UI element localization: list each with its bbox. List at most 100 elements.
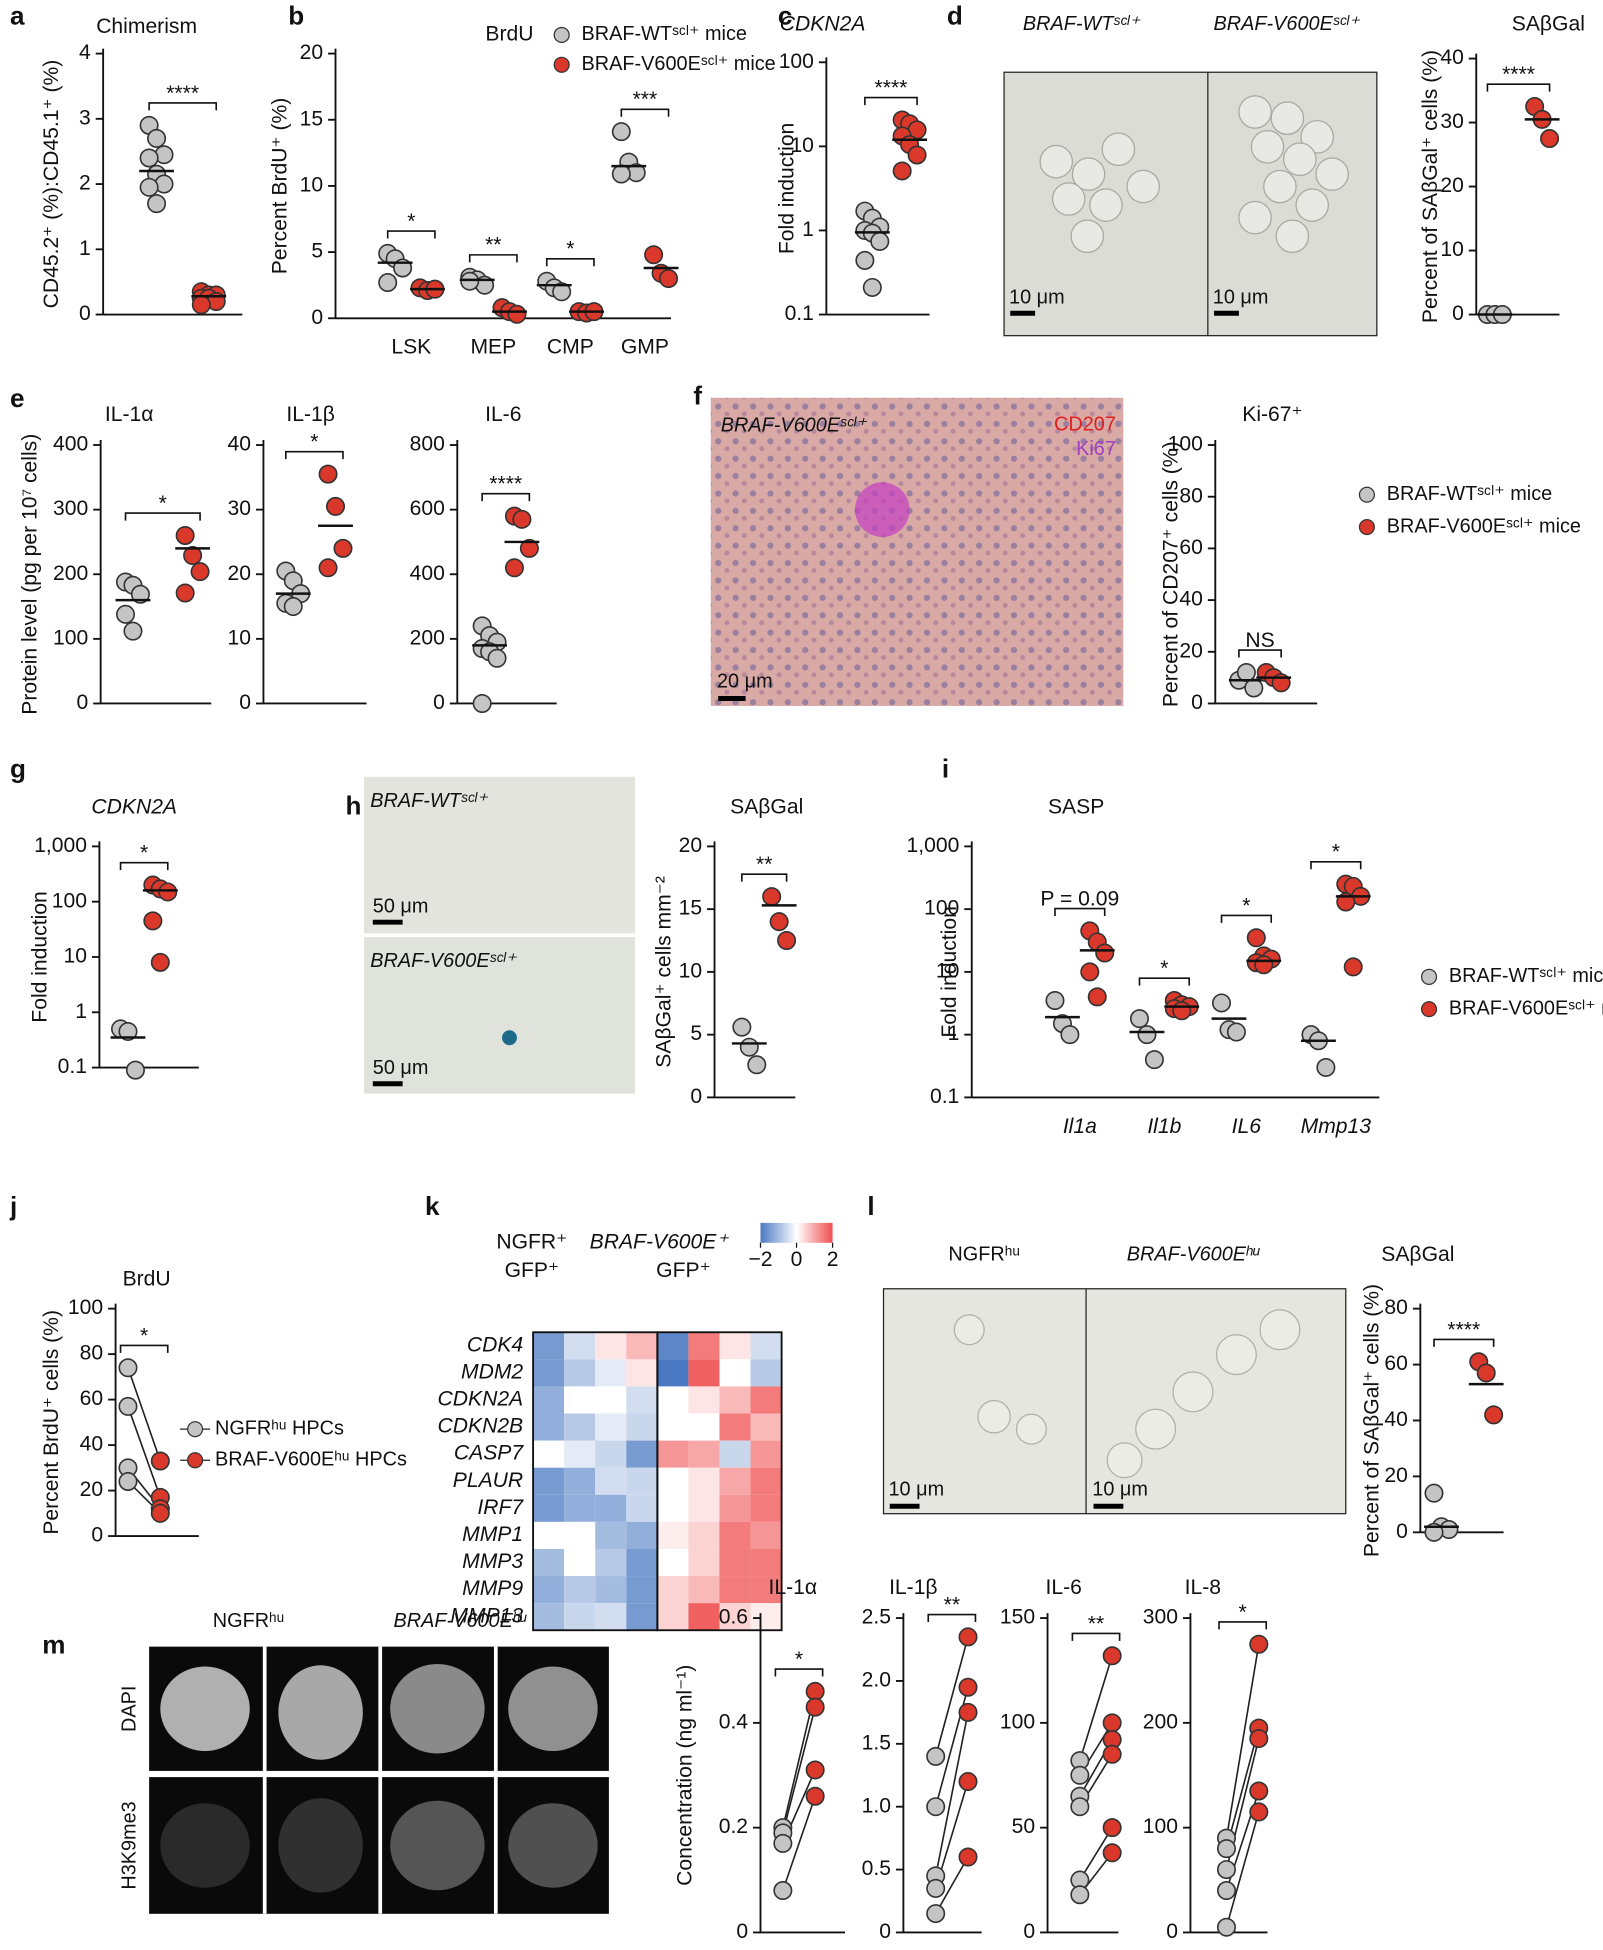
data-point <box>150 952 170 972</box>
heat-cell <box>595 1332 627 1360</box>
heat-cell <box>626 1332 658 1360</box>
data-point <box>118 1471 138 1491</box>
heat-cell <box>533 1332 565 1360</box>
y-tick-label: 80 <box>1384 1296 1407 1319</box>
y-axis-label: SAβGal⁺ cells mm⁻² <box>652 876 675 1068</box>
heat-cell <box>595 1521 627 1549</box>
y-tick-label: 20 <box>1440 174 1463 197</box>
heat-cell <box>688 1332 720 1360</box>
heat-cell <box>719 1359 751 1387</box>
data-point <box>143 911 163 931</box>
y-tick-label: 0 <box>1166 1920 1178 1943</box>
column-header: GFP⁺ <box>656 1259 711 1282</box>
image-label: H3K9me3 <box>119 1801 141 1889</box>
heat-cell <box>595 1548 627 1577</box>
panel-letter: j <box>9 1191 17 1221</box>
significance-bracket <box>386 230 436 239</box>
y-axis-label: Percent of SAβGal⁺ cells (%) <box>1419 50 1442 323</box>
significance-label: **** <box>489 473 522 496</box>
y-tick-label: 0 <box>1452 302 1464 325</box>
data-point <box>158 882 178 902</box>
scale-label: 50 μm <box>373 1057 429 1079</box>
y-tick-label: 20 <box>300 41 323 64</box>
significance-label: * <box>140 1324 148 1347</box>
chart-title: IL-1β <box>286 403 335 426</box>
heat-cell <box>750 1440 782 1468</box>
heat-cell <box>719 1548 751 1577</box>
data-point <box>1249 1781 1269 1801</box>
heat-cell <box>626 1413 658 1441</box>
heat-cell <box>719 1440 751 1468</box>
y-tick-label: 1,000 <box>34 834 87 857</box>
heat-cell <box>595 1576 627 1604</box>
data-point <box>147 128 167 148</box>
data-point <box>926 1746 946 1766</box>
data-point <box>805 1760 825 1780</box>
data-point <box>870 231 890 251</box>
data-point <box>118 1358 138 1378</box>
row-label: MMP13 <box>450 1604 523 1627</box>
image-label: NGFRʰᵘ <box>948 1243 1020 1265</box>
y-tick-label: 30 <box>1440 110 1463 133</box>
data-point <box>958 1627 978 1647</box>
heat-cell <box>626 1467 658 1495</box>
heat-cell <box>750 1548 782 1577</box>
y-tick-label: 0 <box>690 1085 702 1108</box>
y-tick-label: 80 <box>1179 484 1202 507</box>
y-tick-label: 0 <box>239 691 251 714</box>
pair-line <box>1079 1655 1113 1761</box>
heat-cell <box>750 1576 782 1604</box>
y-tick-label: 0 <box>311 306 323 329</box>
data-point <box>1484 1405 1504 1425</box>
y-tick-label: 1 <box>79 237 91 260</box>
data-point <box>512 509 532 529</box>
heat-cell <box>688 1603 720 1631</box>
data-point <box>125 1060 145 1080</box>
y-tick-label: 2.0 <box>862 1669 891 1692</box>
heat-cell <box>564 1603 596 1631</box>
heat-cell <box>626 1440 658 1468</box>
scale-label: 20 μm <box>717 671 773 693</box>
y-tick-label: 0 <box>736 1920 748 1943</box>
data-point <box>1102 1646 1122 1666</box>
legend-label: BRAF-V600Eˢᶜˡ⁺ mice <box>1387 515 1581 537</box>
y-tick-label: 2 <box>79 172 91 195</box>
significance-label: * <box>1242 894 1250 917</box>
image-label: BRAF-V600Eʰᵘ <box>394 1610 527 1632</box>
row-label: MMP9 <box>462 1577 523 1600</box>
data-point <box>611 122 631 142</box>
heat-cell <box>688 1576 720 1604</box>
data-point <box>333 538 353 558</box>
legend-marker <box>1358 486 1375 503</box>
row-label: MMP3 <box>462 1550 523 1573</box>
heat-cell <box>595 1386 627 1414</box>
stain <box>854 482 910 537</box>
y-tick-label: 5 <box>690 1022 702 1045</box>
column-header: NGFR⁺ <box>496 1230 567 1253</box>
y-tick-label: 0 <box>1023 1920 1035 1943</box>
data-point <box>1216 1839 1236 1859</box>
colorbar-label: 2 <box>827 1248 839 1271</box>
data-point <box>769 912 789 932</box>
image-label: DAPI <box>119 1686 141 1732</box>
pair-line <box>1225 1727 1260 1849</box>
heat-cell <box>688 1440 720 1468</box>
y-tick-label: 0.6 <box>719 1606 748 1629</box>
micrograph <box>364 937 635 1094</box>
y-axis-label: Percent of CD207⁺ cells (%) <box>1159 441 1182 707</box>
data-point <box>504 558 524 578</box>
data-point <box>805 1697 825 1717</box>
row-label: CDK4 <box>467 1333 523 1356</box>
chart-title: IL-8 <box>1185 1576 1221 1599</box>
y-tick-label: 1 <box>75 1000 87 1023</box>
legend-label: NGFRʰᵘ HPCs <box>215 1417 344 1439</box>
pair-line <box>782 1706 816 1834</box>
row-label: IRF7 <box>477 1496 524 1519</box>
y-tick-label: 400 <box>410 562 445 585</box>
y-tick-label: 0.2 <box>719 1815 748 1838</box>
data-point <box>519 538 539 558</box>
y-axis-label: Fold induction <box>938 906 961 1037</box>
y-tick-label: 300 <box>1143 1606 1178 1629</box>
data-point <box>1070 1885 1090 1905</box>
significance-bracket <box>119 1344 169 1353</box>
